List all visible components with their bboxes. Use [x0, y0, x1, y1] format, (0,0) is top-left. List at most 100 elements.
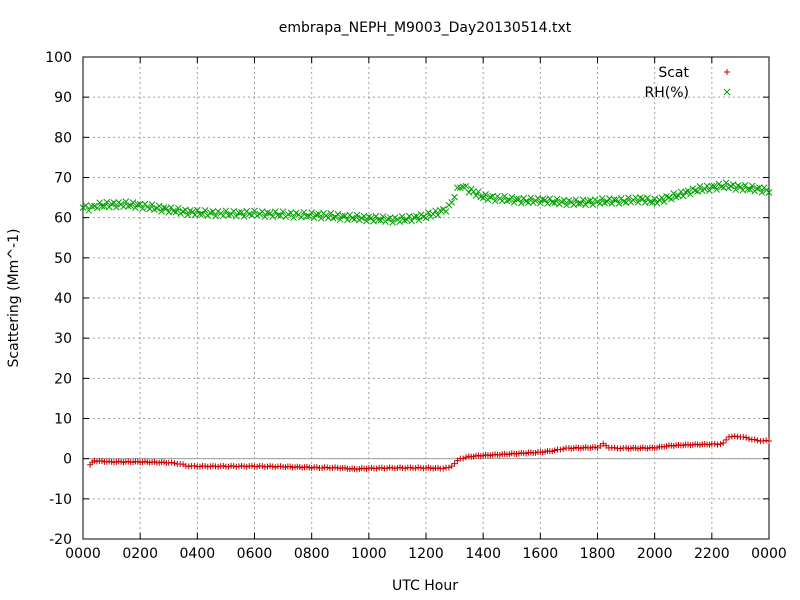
legend-label: Scat — [658, 65, 689, 81]
data-point — [544, 200, 551, 207]
data-point — [744, 185, 751, 193]
ticks — [82, 56, 770, 540]
legend-marker — [723, 88, 731, 96]
data-point — [363, 217, 370, 225]
data-point — [334, 210, 342, 218]
data-point — [754, 437, 761, 444]
x-tick-labels: 0000 0200 0400 0600 0800 1000 1200 1400 1600 1800… — [65, 546, 787, 562]
data-point — [748, 182, 756, 190]
x-tick-label: 0400 — [180, 546, 216, 562]
x-tick-label: 1200 — [408, 546, 444, 562]
data-point — [653, 199, 661, 207]
data-point — [220, 462, 227, 469]
x-tick-label: 2200 — [694, 546, 730, 562]
data-point — [209, 208, 217, 215]
data-point — [225, 463, 232, 470]
data-point — [327, 209, 335, 217]
data-point — [475, 188, 482, 196]
grid — [83, 57, 769, 539]
data-point — [451, 193, 458, 201]
data-point — [201, 207, 209, 214]
data-point — [448, 463, 455, 470]
chart-title: embrapa_NEPH_M9003_Day20130514.txt — [279, 20, 572, 36]
data-point — [305, 212, 313, 220]
data-point — [589, 201, 597, 209]
data-point — [560, 445, 567, 452]
data-point — [501, 192, 508, 200]
y-tick-label: 100 — [45, 50, 72, 66]
data-point — [232, 212, 240, 220]
data-point — [613, 196, 620, 204]
data-point — [258, 208, 266, 216]
data-point — [266, 209, 274, 217]
data-point — [598, 195, 606, 202]
data-point — [132, 204, 139, 212]
x-tick-label: 0000 — [751, 546, 787, 562]
data-point — [389, 464, 396, 471]
data-point — [717, 441, 724, 448]
data-point — [448, 198, 456, 206]
data-point — [451, 460, 458, 467]
data-point — [124, 202, 132, 210]
y-tick-label: 30 — [54, 331, 72, 347]
data-point — [397, 464, 404, 471]
y-tick-labels: -20 -10 0 10 20 30 40 50 60 70 80 90 100 — [45, 50, 72, 548]
data-point — [486, 193, 494, 201]
data-point — [127, 202, 134, 209]
x-tick-label: 0000 — [65, 546, 101, 562]
data-point — [308, 464, 315, 471]
data-point — [743, 434, 750, 441]
data-point — [462, 182, 470, 190]
data-point — [425, 209, 432, 216]
data-point — [240, 213, 248, 220]
data-point — [687, 190, 694, 198]
data-point — [658, 194, 666, 202]
data-point — [235, 463, 242, 470]
data-point — [610, 196, 618, 203]
data-point — [248, 462, 255, 469]
data-point — [410, 213, 418, 221]
data-point — [422, 214, 430, 222]
data-point — [259, 463, 266, 470]
data-point — [230, 207, 238, 215]
data-point — [479, 194, 487, 202]
data-point — [696, 183, 704, 190]
data-point — [746, 186, 754, 193]
data-point — [368, 464, 375, 471]
data-point — [243, 463, 250, 470]
data-point — [482, 191, 489, 198]
data-point — [212, 212, 219, 220]
data-point — [277, 212, 284, 220]
legend-marker — [724, 69, 730, 75]
data-point — [215, 463, 222, 470]
data-point — [563, 201, 570, 209]
data-point — [279, 208, 287, 216]
data-point — [202, 463, 209, 470]
y-tick-label: 20 — [54, 371, 72, 387]
data-point — [112, 203, 120, 211]
data-point — [536, 199, 544, 207]
data-point — [634, 198, 642, 206]
data-point — [303, 213, 310, 220]
data-point — [184, 211, 192, 219]
data-point — [378, 464, 385, 471]
y-axis-label: Scattering (Mm^-1) — [6, 229, 22, 368]
data-point — [174, 204, 182, 212]
data-point — [611, 444, 618, 451]
data-point — [168, 459, 175, 466]
x-tick-label: 2000 — [637, 546, 673, 562]
data-point — [235, 209, 243, 216]
data-point — [548, 198, 556, 206]
data-point — [373, 465, 380, 472]
data-point — [541, 196, 549, 204]
series-rh — [79, 179, 773, 226]
x-axis-label: UTC Hour — [392, 578, 458, 594]
data-point — [79, 204, 87, 211]
data-point — [403, 216, 411, 224]
y-tick-label: 90 — [54, 90, 72, 106]
data-point — [407, 464, 414, 471]
data-point — [313, 464, 320, 471]
data-point — [413, 212, 420, 220]
x-tick-label: 1800 — [580, 546, 616, 562]
data-point — [617, 445, 624, 452]
